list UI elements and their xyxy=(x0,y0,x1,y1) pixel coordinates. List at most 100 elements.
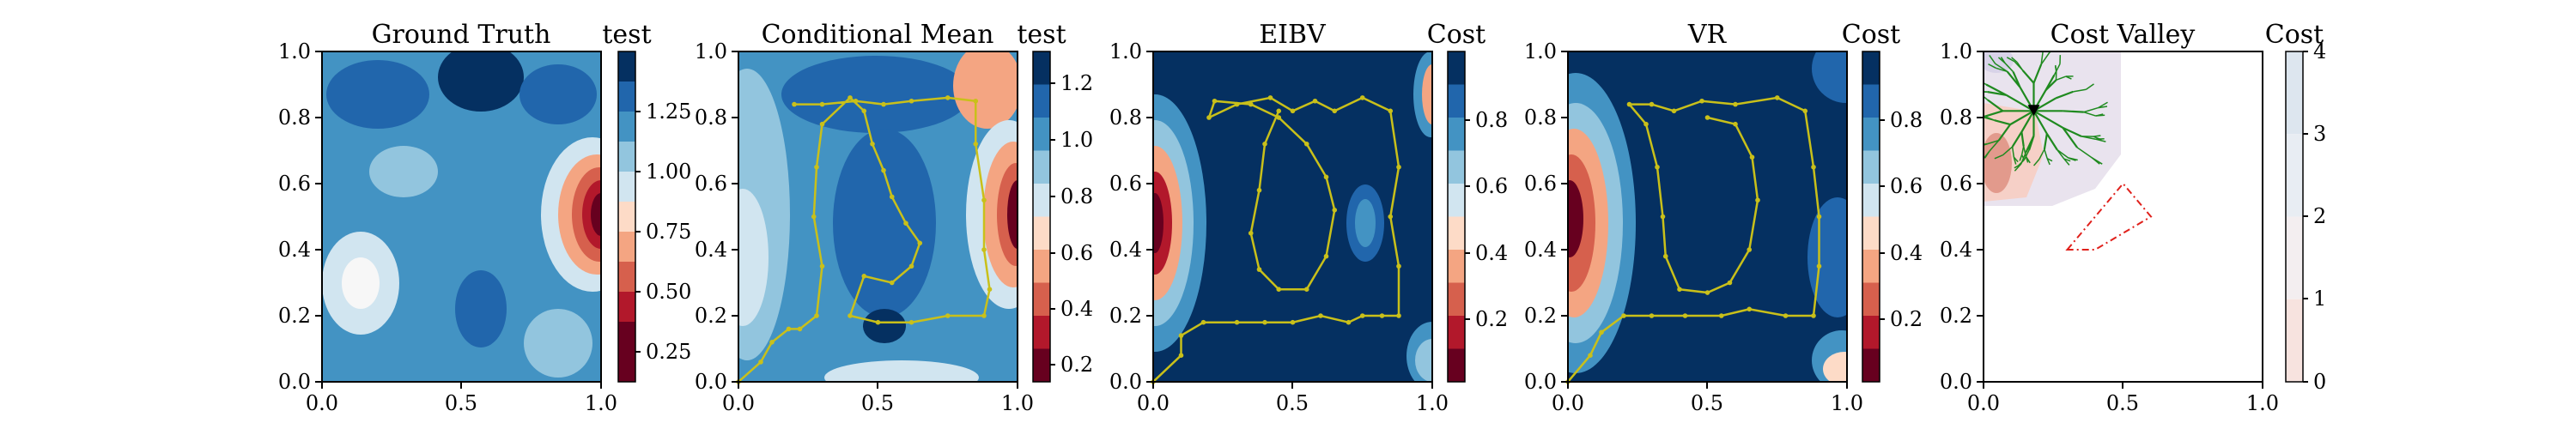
tree-edge xyxy=(2046,158,2050,166)
field-band xyxy=(824,360,979,382)
tree-edge xyxy=(1984,117,1995,121)
path-waypoint xyxy=(848,313,853,318)
colorbar-frame xyxy=(1032,51,1051,383)
path-waypoint xyxy=(973,98,979,104)
colorbar-frame xyxy=(1862,51,1880,383)
path-waypoint xyxy=(1626,101,1632,107)
path-waypoint xyxy=(908,98,914,104)
colorbar-swatch xyxy=(1033,118,1050,151)
panel-title: Cost Valley xyxy=(2050,20,2196,50)
colorbar-swatch xyxy=(2286,134,2303,217)
x-axis: 0.0 0.5 1.0 xyxy=(1552,382,1863,415)
panel-conditional-mean: Conditional Mean 0.0 0.5 1.0 xyxy=(695,20,1093,415)
path-waypoint xyxy=(908,319,914,325)
colorbar-swatch xyxy=(618,322,635,352)
y-tick-label: 0.0 xyxy=(695,370,727,394)
y-tick-label: 0.2 xyxy=(1109,304,1142,328)
path-waypoint xyxy=(889,194,895,200)
rrt-tree xyxy=(1965,51,2108,172)
colorbar-tick-label: 0.4 xyxy=(1890,241,1923,265)
colorbar-tick-label: 0.25 xyxy=(646,340,691,364)
tree-edge xyxy=(1965,67,1972,76)
colorbar-label: test xyxy=(602,20,651,50)
path-waypoint xyxy=(1396,164,1401,170)
path-waypoint xyxy=(981,197,987,203)
x-tick-label: 0.5 xyxy=(2106,391,2139,415)
colorbar-swatch xyxy=(1033,348,1050,382)
y-tick-label: 0.6 xyxy=(695,172,727,196)
colorbar-swatch xyxy=(1033,51,1050,85)
path-waypoint xyxy=(1267,95,1273,100)
colorbar-swatch xyxy=(1862,150,1880,184)
x-tick-label: 0.0 xyxy=(1137,391,1170,415)
y-tick-label: 0.0 xyxy=(1940,370,1972,394)
path-waypoint xyxy=(1388,214,1394,220)
path-waypoint xyxy=(819,121,825,127)
tree-edge xyxy=(2056,76,2067,82)
field-band xyxy=(1355,199,1376,247)
path-waypoint xyxy=(1816,263,1822,269)
tree-edge xyxy=(2020,110,2035,133)
path-waypoint xyxy=(945,313,951,318)
colorbar-tick-label: 0.8 xyxy=(1475,108,1508,132)
field-band xyxy=(342,257,380,309)
path-waypoint xyxy=(1699,98,1704,104)
path-waypoint xyxy=(1704,115,1710,120)
x-tick-label: 1.0 xyxy=(1416,391,1449,415)
y-tick-label: 0.2 xyxy=(1940,304,1972,328)
path-waypoint xyxy=(1774,95,1780,100)
tree-edge xyxy=(2091,156,2100,165)
y-tick-label: 1.0 xyxy=(1109,39,1142,63)
x-tick-label: 1.0 xyxy=(1001,391,1034,415)
path-waypoint xyxy=(1262,142,1267,147)
path-waypoint xyxy=(1262,319,1267,325)
tree-edge xyxy=(1987,99,2004,112)
tree-edge xyxy=(2057,148,2069,159)
path-waypoint xyxy=(1256,267,1262,272)
path-waypoint xyxy=(814,313,819,318)
tree-edge xyxy=(2083,111,2096,117)
y-tick-label: 0.4 xyxy=(695,238,727,262)
colorbar-swatch xyxy=(1448,316,1465,349)
path-waypoint xyxy=(1588,353,1593,359)
x-tick-label: 0.5 xyxy=(861,391,894,415)
colorbar-swatch xyxy=(1448,51,1465,85)
path-waypoint xyxy=(1388,108,1394,114)
path-waypoint xyxy=(1303,287,1309,293)
path-waypoint xyxy=(1234,101,1240,107)
colorbar-tick-label: 0.75 xyxy=(646,220,691,244)
tree-edge xyxy=(1967,87,1974,92)
tree-edge xyxy=(1989,140,2000,152)
colorbar: test 0.2 0.4 0.6 0.8 1 xyxy=(1017,20,1093,383)
y-tick-label: 0.6 xyxy=(278,172,311,196)
field-band xyxy=(1153,193,1163,253)
tree-edge xyxy=(2098,106,2108,109)
tree-edge xyxy=(2009,110,2035,126)
path-waypoint xyxy=(973,142,979,147)
obstacle-polygon xyxy=(2065,182,2153,251)
path-waypoint xyxy=(1323,253,1329,259)
path-waypoint xyxy=(1312,98,1318,104)
colorbar-swatch xyxy=(618,232,635,262)
tree-edge xyxy=(2073,88,2087,93)
tree-edge xyxy=(2040,51,2044,65)
path-waypoint xyxy=(1816,214,1822,220)
colorbar-swatch xyxy=(618,142,635,172)
colorbar-tick-label: 0.50 xyxy=(646,280,691,304)
tree-edge xyxy=(2011,57,2018,63)
path-waypoint xyxy=(1276,115,1282,120)
tree-edge xyxy=(2032,110,2064,129)
y-tick-label: 1.0 xyxy=(1524,39,1557,63)
y-tick-label: 0.4 xyxy=(1940,238,1972,262)
survey-path xyxy=(738,96,991,382)
colorbar-swatch xyxy=(1862,51,1880,85)
colorbar-swatch xyxy=(1862,348,1880,382)
tree-edge xyxy=(2006,57,2015,63)
y-axis: 0.0 0.2 0.4 0.6 0.8 1.0 xyxy=(1109,39,1153,394)
colorbar-frame xyxy=(1447,51,1466,383)
path-waypoint xyxy=(861,108,867,114)
path-waypoint xyxy=(1234,319,1240,325)
panel-title: Ground Truth xyxy=(372,20,551,50)
path-waypoint xyxy=(1276,108,1282,114)
heatmap-field xyxy=(1568,51,1847,382)
